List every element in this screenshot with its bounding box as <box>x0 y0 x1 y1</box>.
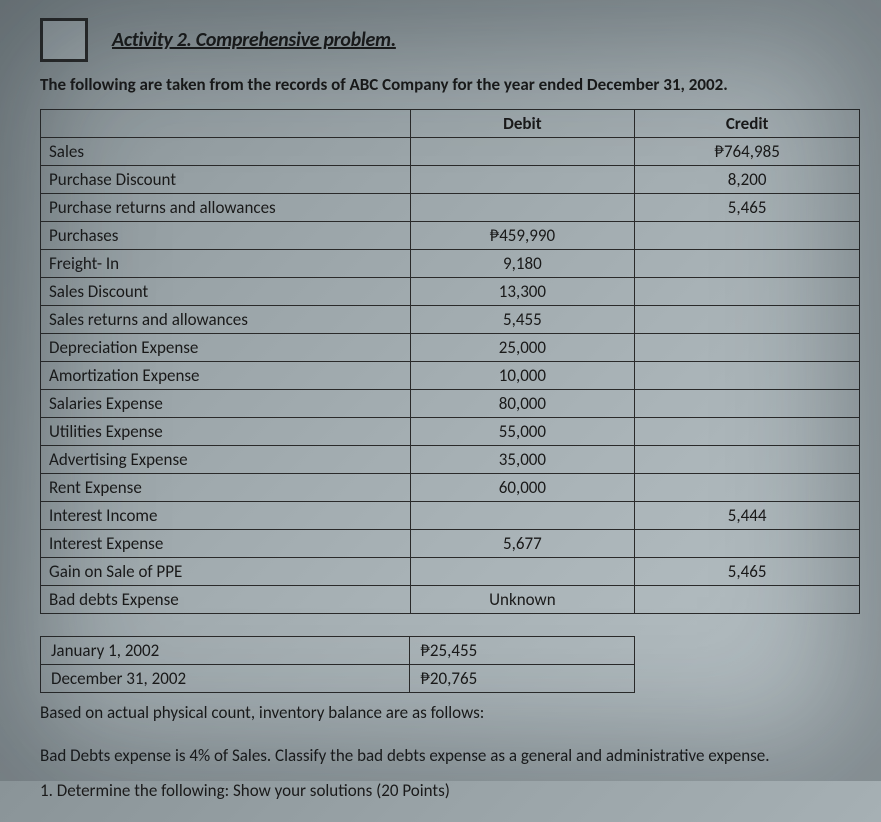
table-row: Interest Expense5,677 <box>41 530 860 558</box>
credit-cell <box>635 306 860 334</box>
debit-cell: 80,000 <box>410 390 635 418</box>
account-label: Freight- In <box>41 250 411 278</box>
inventory-date: December 31, 2002 <box>41 665 410 693</box>
credit-cell: 5,465 <box>635 194 860 222</box>
credit-cell: ₱764,985 <box>635 138 860 166</box>
credit-cell <box>635 362 860 390</box>
credit-cell <box>635 334 860 362</box>
debit-cell: 13,300 <box>410 278 635 306</box>
table-row: Purchases₱459,990 <box>41 222 860 250</box>
credit-cell <box>635 474 860 502</box>
trial-balance-table: Debit Credit Sales₱764,985Purchase Disco… <box>40 109 860 614</box>
inventory-row: December 31, 2002₱20,765 <box>41 665 635 693</box>
table-row: Freight- In9,180 <box>41 250 860 278</box>
account-label: Interest Expense <box>41 530 411 558</box>
table-row: Sales returns and allowances5,455 <box>41 306 860 334</box>
debit-cell <box>410 502 635 530</box>
debit-cell: 55,000 <box>410 418 635 446</box>
credit-cell <box>635 278 860 306</box>
debit-cell: ₱459,990 <box>410 222 635 250</box>
inventory-table: January 1, 2002₱25,455December 31, 2002₱… <box>40 636 635 693</box>
inventory-value: ₱20,765 <box>410 665 635 693</box>
table-header-row: Debit Credit <box>41 110 860 138</box>
table-row: Depreciation Expense25,000 <box>41 334 860 362</box>
credit-cell: 8,200 <box>635 166 860 194</box>
account-label: Sales <box>41 138 411 166</box>
credit-cell <box>635 250 860 278</box>
table-row: Purchase returns and allowances 5,465 <box>41 194 860 222</box>
account-label: Purchase Discount <box>41 166 411 194</box>
account-label: Utilities Expense <box>41 418 411 446</box>
inventory-value: ₱25,455 <box>410 637 635 665</box>
header-row: Activity 2. Comprehensive problem. <box>40 18 857 62</box>
account-label: Salaries Expense <box>41 390 411 418</box>
table-row: Sales Discount13,300 <box>41 278 860 306</box>
debit-cell: 35,000 <box>410 446 635 474</box>
table-row: Sales ₱764,985 <box>41 138 860 166</box>
account-label: Sales Discount <box>41 278 411 306</box>
debit-cell: 60,000 <box>410 474 635 502</box>
activity-title: Activity 2. Comprehensive problem. <box>112 28 396 52</box>
debit-cell: 25,000 <box>410 334 635 362</box>
account-label: Purchases <box>41 222 411 250</box>
inventory-date: January 1, 2002 <box>41 637 410 665</box>
debit-cell <box>410 194 635 222</box>
account-label: Bad debts Expense <box>41 586 411 614</box>
table-row: Advertising Expense35,000 <box>41 446 860 474</box>
intro-text: The following are taken from the records… <box>40 74 857 95</box>
debit-cell: 5,677 <box>410 530 635 558</box>
table-row: Purchase Discount 8,200 <box>41 166 860 194</box>
credit-cell <box>635 418 860 446</box>
credit-cell <box>635 586 860 614</box>
header-debit: Debit <box>410 110 635 138</box>
debit-cell <box>410 138 635 166</box>
credit-cell: 5,444 <box>635 502 860 530</box>
account-label: Depreciation Expense <box>41 334 411 362</box>
debit-cell: 10,000 <box>410 362 635 390</box>
credit-cell: 5,465 <box>635 558 860 586</box>
account-label: Interest Income <box>41 502 411 530</box>
account-label: Rent Expense <box>41 474 411 502</box>
account-label: Purchase returns and allowances <box>41 194 411 222</box>
account-label: Amortization Expense <box>41 362 411 390</box>
table-row: Amortization Expense10,000 <box>41 362 860 390</box>
debit-cell <box>410 166 635 194</box>
checkbox-empty <box>40 18 88 62</box>
task-text: 1. Determine the following: Show your so… <box>40 777 857 804</box>
table-row: Salaries Expense80,000 <box>41 390 860 418</box>
table-row: Bad debts ExpenseUnknown <box>41 586 860 614</box>
credit-cell <box>635 530 860 558</box>
account-label: Gain on Sale of PPE <box>41 558 411 586</box>
debit-cell <box>410 558 635 586</box>
credit-cell <box>635 222 860 250</box>
debit-cell: Unknown <box>410 586 635 614</box>
account-label: Advertising Expense <box>41 446 411 474</box>
debit-cell: 9,180 <box>410 250 635 278</box>
baddebts-note: Bad Debts expense is 4% of Sales. Classi… <box>40 742 857 771</box>
debit-cell: 5,455 <box>410 306 635 334</box>
table-row: Gain on Sale of PPE 5,465 <box>41 558 860 586</box>
inventory-note: Based on actual physical count, inventor… <box>40 699 857 726</box>
document-page: Activity 2. Comprehensive problem. The f… <box>0 0 881 822</box>
inventory-row: January 1, 2002₱25,455 <box>41 637 635 665</box>
header-credit: Credit <box>635 110 860 138</box>
table-row: Rent Expense60,000 <box>41 474 860 502</box>
header-empty <box>41 110 411 138</box>
account-label: Sales returns and allowances <box>41 306 411 334</box>
table-row: Interest Income 5,444 <box>41 502 860 530</box>
credit-cell <box>635 390 860 418</box>
credit-cell <box>635 446 860 474</box>
table-row: Utilities Expense55,000 <box>41 418 860 446</box>
